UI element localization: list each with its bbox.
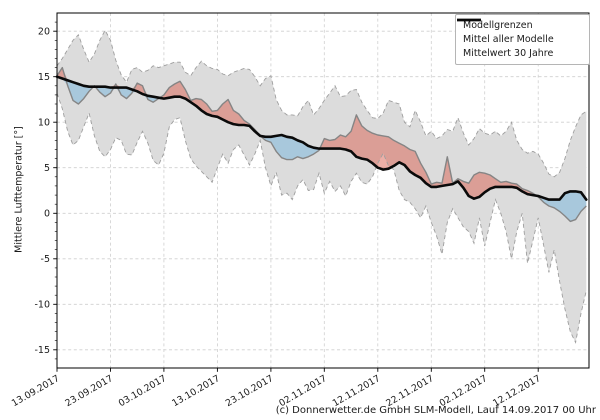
legend-label: Modellgrenzen (463, 20, 533, 31)
x-tick-label: 13.10.2017 (170, 373, 222, 409)
model-range-band (57, 30, 587, 343)
x-tick-label: 03.10.2017 (117, 373, 169, 409)
chart-legend: Modellgrenzen Mittel aller Modelle Mitte… (455, 14, 590, 65)
x-tick-label: 02.12.2017 (438, 373, 490, 409)
x-tick-label: 22.11.2017 (384, 373, 436, 409)
plot-border (56, 12, 590, 369)
legend-item-mittel-aller-modelle: Mittel aller Modelle (457, 19, 582, 45)
y-tick-label: 10 (38, 118, 50, 129)
y-tick-label: -10 (34, 300, 50, 311)
legend-label: Mittelwert 30 Jahre (463, 48, 554, 59)
copyright-credit: (c) Donnerwetter.de GmbH SLM-Modell, Lau… (275, 405, 596, 416)
black-line-icon (457, 18, 481, 22)
y-axis-label: Mittlere Lufttemperatur [°] (13, 126, 25, 253)
model-range-edges (56, 29, 587, 344)
legend-label: Mittel aller Modelle (463, 34, 554, 45)
y-tick-label: -15 (34, 345, 50, 356)
x-tick-label: 02.11.2017 (277, 373, 329, 409)
climate-mean-line (55, 75, 588, 201)
x-tick-label: 12.12.2017 (491, 373, 543, 409)
y-tick-label: 15 (38, 72, 50, 83)
model-mean-line (56, 66, 587, 223)
x-tick-label: 23.10.2017 (224, 373, 276, 409)
y-tick-label: 5 (44, 163, 50, 174)
y-tick-label: 20 (38, 27, 50, 38)
y-tick-label: 0 (44, 209, 50, 220)
y-axis: 20 15 10 5 0 -5 -10 -15 (34, 21, 57, 360)
legend-item-mittelwert-30-jahre: Mittelwert 30 Jahre (457, 18, 582, 59)
x-tick-label: 23.09.2017 (63, 373, 115, 409)
y-tick-label: -5 (41, 254, 50, 265)
x-axis: 13.09.2017 23.09.2017 03.10.2017 13.10.2017… (10, 368, 543, 409)
x-tick-label: 12.11.2017 (331, 373, 383, 409)
x-tick-label: 13.09.2017 (10, 373, 62, 409)
